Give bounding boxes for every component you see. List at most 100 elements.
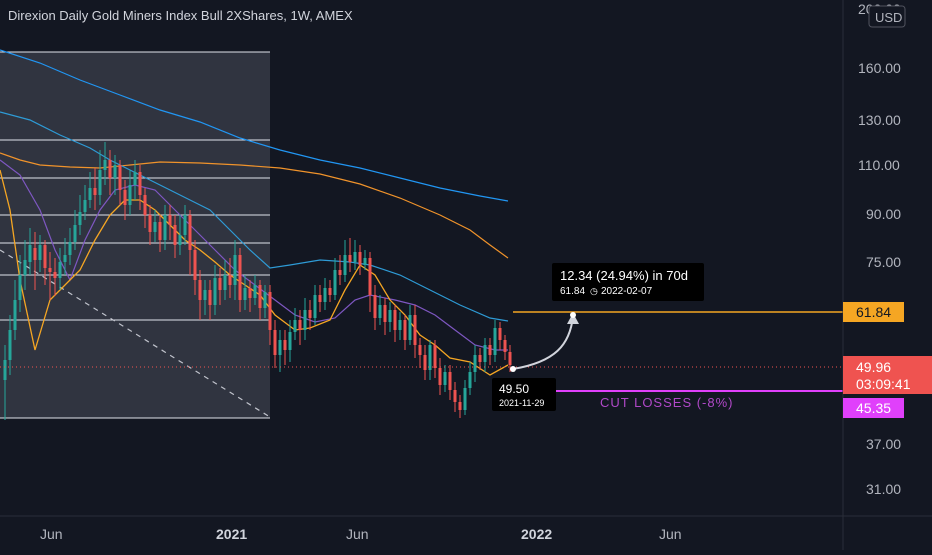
currency-badge[interactable] <box>868 5 906 28</box>
candle-body <box>193 250 197 280</box>
y-tick-110: 110.00 <box>858 157 900 173</box>
candle-body <box>448 372 452 390</box>
candle-body <box>83 200 87 212</box>
countdown-text: 03:09:41 <box>856 376 911 392</box>
candle-body <box>8 330 12 360</box>
candle-body <box>243 288 247 300</box>
last-price-text: 49.96 <box>856 359 891 375</box>
candle-body <box>53 272 57 278</box>
candle-body <box>308 310 312 318</box>
candle-body <box>123 190 127 205</box>
y-tick-75: 75.00 <box>866 254 901 270</box>
candle-body <box>253 285 257 298</box>
candle-body <box>268 292 272 330</box>
candle-body <box>163 215 167 240</box>
candle-body <box>138 172 142 195</box>
candle-body <box>378 305 382 318</box>
candle-body <box>258 285 262 308</box>
candle-body <box>338 270 342 275</box>
entry-date: 2021-11-29 <box>499 398 544 408</box>
y-tick-90: 90.00 <box>866 206 901 222</box>
candle-body <box>48 268 52 272</box>
candle-body <box>263 292 267 308</box>
candle-body <box>288 332 292 350</box>
candle-body <box>428 345 432 370</box>
candle-body <box>483 345 487 362</box>
candle-body <box>318 295 322 302</box>
projection-arrow <box>512 315 574 370</box>
target-price-tag <box>843 302 904 322</box>
candle-body <box>208 290 212 305</box>
ma-slow-orange-line <box>0 152 509 259</box>
target-price-tag-text: 61.84 <box>856 304 891 320</box>
candle-body <box>388 310 392 322</box>
target-date: 2022-02-07 <box>601 286 653 297</box>
candle-body <box>88 188 92 200</box>
ma-blue-line <box>0 111 509 322</box>
candle-body <box>93 188 97 195</box>
candle-body <box>468 372 472 388</box>
target-dot[interactable] <box>570 312 576 318</box>
arrow-head <box>567 313 579 324</box>
candle-body <box>203 290 207 300</box>
candle-body <box>398 320 402 330</box>
candle-body <box>143 195 147 215</box>
candle-body <box>233 255 237 285</box>
target-label-box <box>552 263 704 301</box>
candle-body <box>333 270 337 295</box>
candle-body <box>438 368 442 385</box>
candle-body <box>473 355 477 372</box>
candles <box>3 142 512 420</box>
entry-price: 49.50 <box>499 382 529 396</box>
candle-body <box>283 340 287 350</box>
candle-body <box>33 248 37 260</box>
candle-body <box>178 235 182 245</box>
candle-body <box>363 258 367 265</box>
candle-body <box>368 258 372 295</box>
clock-icon: ◷ <box>590 286 598 296</box>
entry-dot[interactable] <box>510 366 516 372</box>
candle-body <box>323 288 327 302</box>
candle-body <box>148 215 152 232</box>
candle-body <box>488 345 492 355</box>
candle-body <box>108 160 112 178</box>
candle-body <box>393 310 397 330</box>
candle-body <box>118 165 122 190</box>
ma-slow-blue-line <box>0 49 509 202</box>
candle-body <box>423 355 427 370</box>
candle-body <box>28 245 32 262</box>
entry-label-box <box>492 378 556 411</box>
candle-body <box>238 255 242 300</box>
highlight-box <box>0 52 270 418</box>
candle-body <box>3 360 7 380</box>
candle-body <box>18 275 22 300</box>
candle-body <box>228 275 232 285</box>
candle-body <box>113 165 117 178</box>
candle-body <box>223 275 227 290</box>
candle-body <box>23 260 27 275</box>
candle-body <box>373 295 377 318</box>
candle-body <box>73 225 77 242</box>
candle-body <box>383 305 387 322</box>
candle-body <box>298 320 302 330</box>
candle-body <box>98 170 102 195</box>
candle-body <box>348 255 352 262</box>
candle-body <box>213 278 217 305</box>
candle-body <box>303 310 307 330</box>
candle-body <box>503 340 507 352</box>
x-tick-jun-2021: Jun <box>346 526 369 542</box>
candle-body <box>498 328 502 340</box>
stop-price-tag-text: 45.35 <box>856 400 891 416</box>
candle-body <box>188 215 192 250</box>
candle-body <box>343 255 347 275</box>
candle-body <box>453 390 457 402</box>
x-tick-jun-2020: Jun <box>40 526 63 542</box>
candle-body <box>313 295 317 318</box>
x-tick-2022: 2022 <box>521 526 552 542</box>
candle-body <box>443 372 447 385</box>
candle-body <box>278 340 282 355</box>
candle-body <box>63 255 67 262</box>
candle-body <box>478 355 482 362</box>
